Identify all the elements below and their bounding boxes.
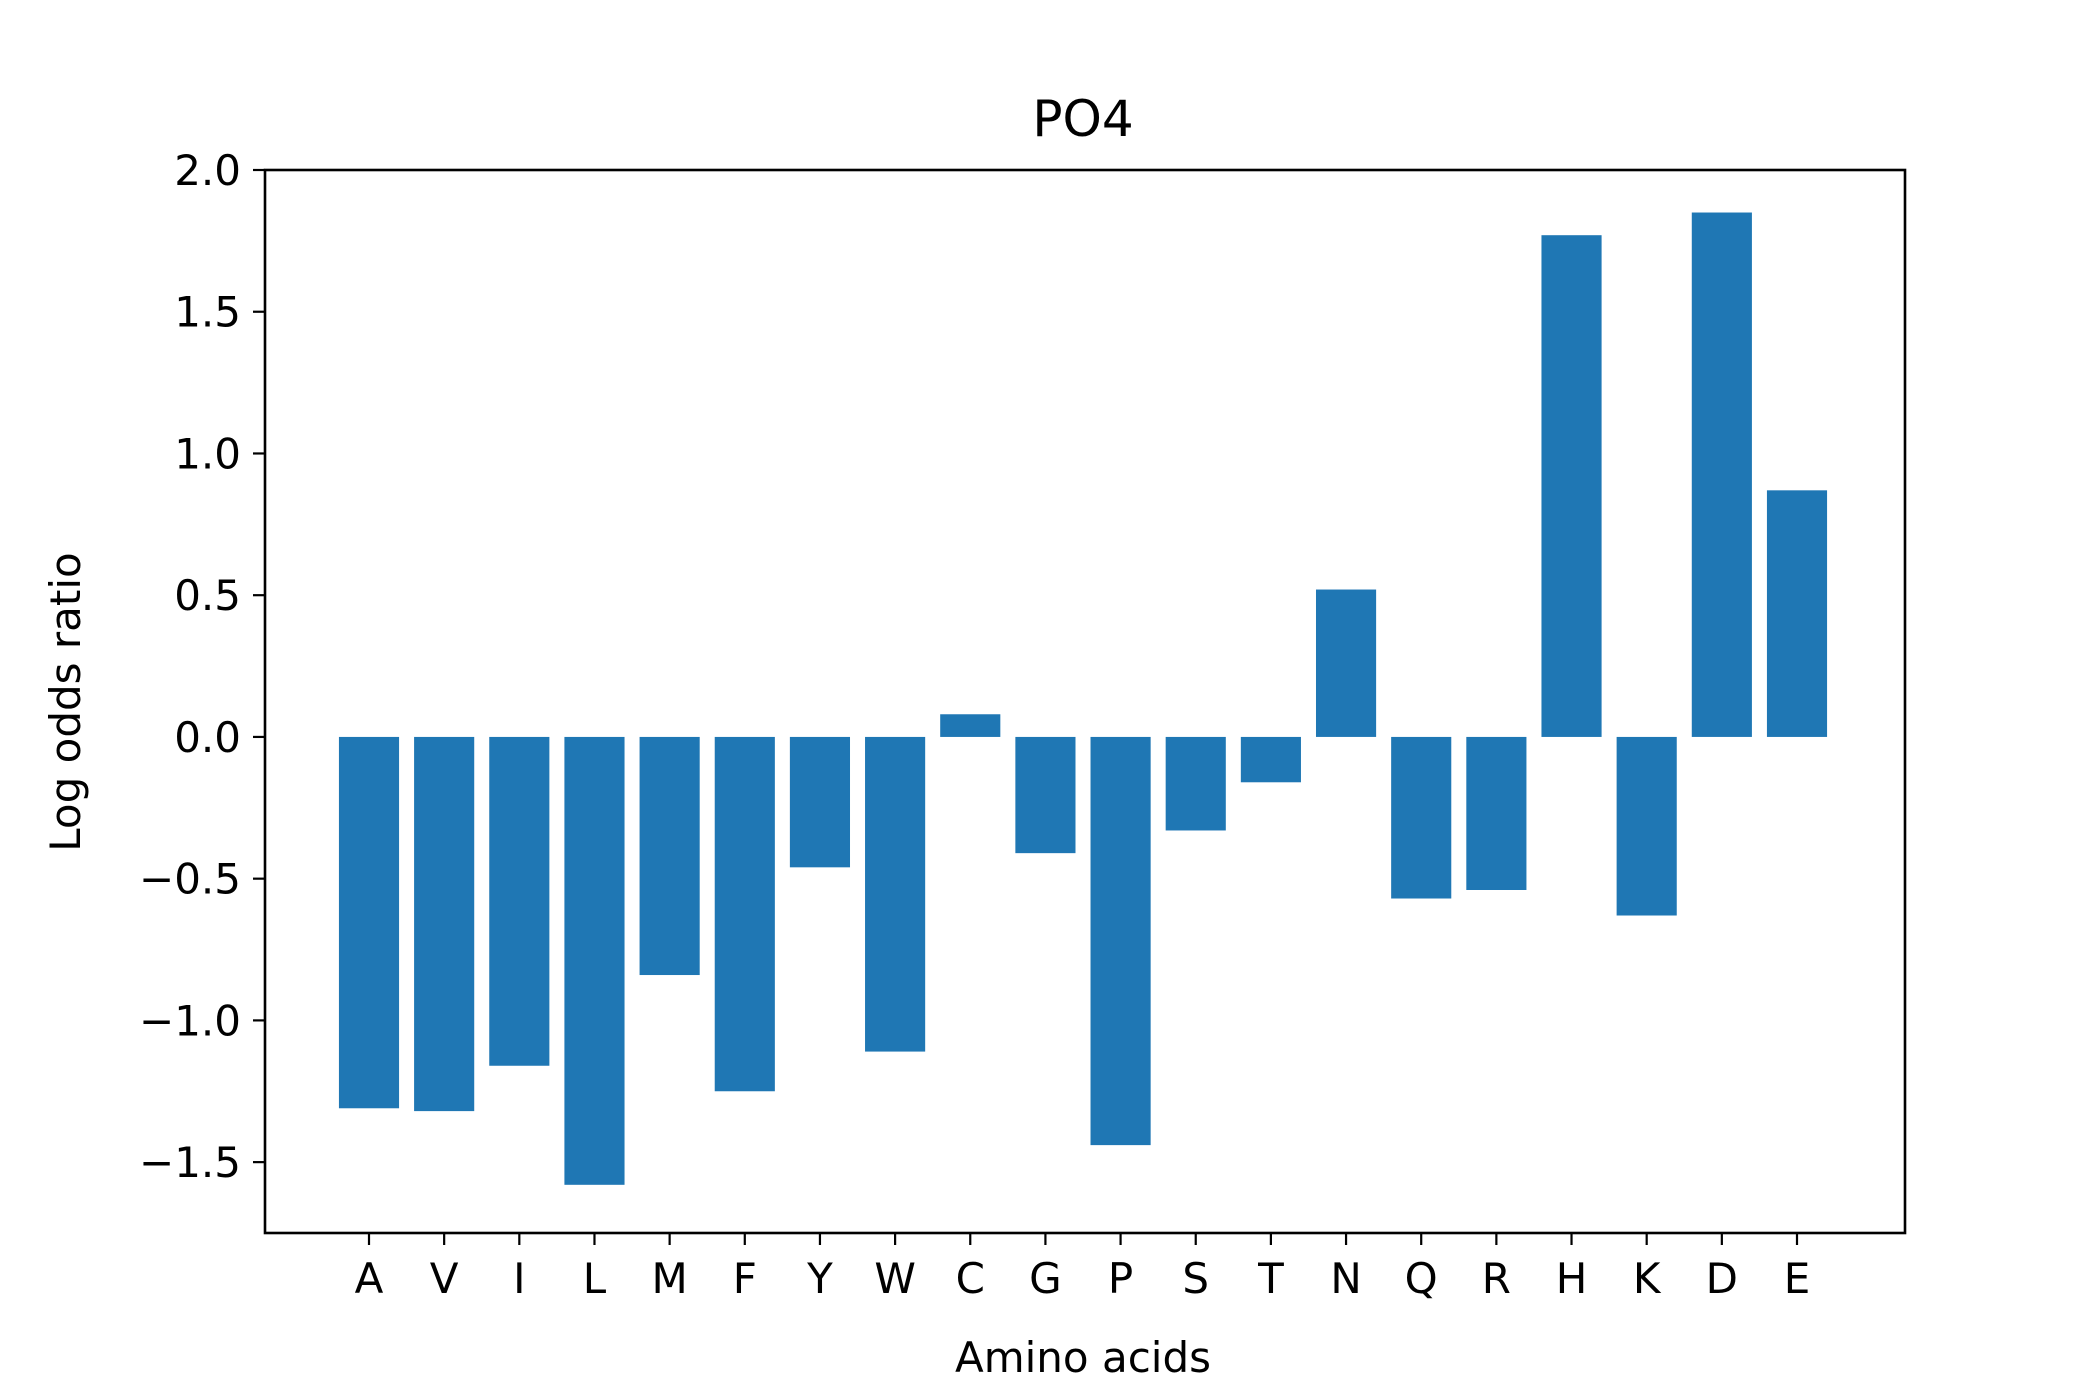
bar-G: [1015, 736, 1076, 854]
x-tick-label: M: [652, 1254, 688, 1303]
y-tick-label: −1.5: [139, 1138, 241, 1187]
x-tick-label: C: [956, 1254, 985, 1303]
x-tick-label: R: [1482, 1254, 1511, 1303]
bar-Q: [1391, 736, 1452, 899]
x-tick-label: G: [1029, 1254, 1062, 1303]
bars-group: [338, 212, 1828, 1185]
x-tick-label: V: [430, 1254, 459, 1303]
y-tick-label: 2.0: [174, 146, 241, 195]
bar-R: [1466, 736, 1527, 890]
bar-K: [1616, 736, 1677, 916]
bar-P: [1090, 736, 1151, 1146]
bar-D: [1691, 212, 1752, 737]
y-tick-label: −1.0: [139, 996, 241, 1045]
x-tick-label: I: [513, 1254, 525, 1303]
bar-S: [1165, 736, 1226, 831]
y-tick-label: 1.5: [174, 288, 241, 337]
x-tick-label: F: [733, 1254, 757, 1303]
y-tick-label: 0.0: [174, 713, 241, 762]
bar-V: [414, 736, 475, 1112]
x-tick-label: K: [1633, 1254, 1662, 1303]
x-tick-label: Q: [1405, 1254, 1438, 1303]
x-tick-label: Y: [806, 1254, 833, 1303]
x-tick-label: L: [583, 1254, 607, 1303]
bar-Y: [789, 736, 851, 868]
x-tick-label: P: [1108, 1254, 1133, 1303]
x-tick-label: H: [1556, 1254, 1588, 1303]
x-axis-label: Amino acids: [955, 1333, 1211, 1382]
bar-C: [940, 714, 1001, 737]
bar-A: [338, 736, 400, 1109]
x-tick-label: A: [355, 1254, 384, 1303]
bar-I: [489, 736, 550, 1066]
bar-T: [1240, 736, 1301, 783]
x-tick-label: E: [1784, 1254, 1811, 1303]
x-tick-label: D: [1706, 1254, 1738, 1303]
y-axis: −1.5 −1.0 −0.5 0.0 0.5 1.0 1.5 2.0: [139, 146, 265, 1187]
x-tick-label: N: [1330, 1254, 1361, 1303]
y-tick-label: 1.0: [174, 429, 241, 478]
bar-W: [865, 736, 926, 1052]
bar-L: [564, 736, 625, 1185]
chart-title: PO4: [1032, 90, 1133, 148]
x-tick-label: S: [1182, 1254, 1209, 1303]
y-tick-label: 0.5: [174, 571, 241, 620]
x-tick-label: W: [874, 1254, 916, 1303]
bar-E: [1766, 490, 1828, 737]
y-tick-label: −0.5: [139, 855, 241, 904]
bar-N: [1315, 589, 1377, 737]
bar-F: [714, 736, 775, 1092]
bar-H: [1541, 235, 1602, 737]
bar-M: [639, 736, 700, 976]
x-tick-label: T: [1257, 1254, 1284, 1303]
y-axis-label: Log odds ratio: [41, 552, 90, 851]
plot-frame: [263, 168, 1907, 1235]
